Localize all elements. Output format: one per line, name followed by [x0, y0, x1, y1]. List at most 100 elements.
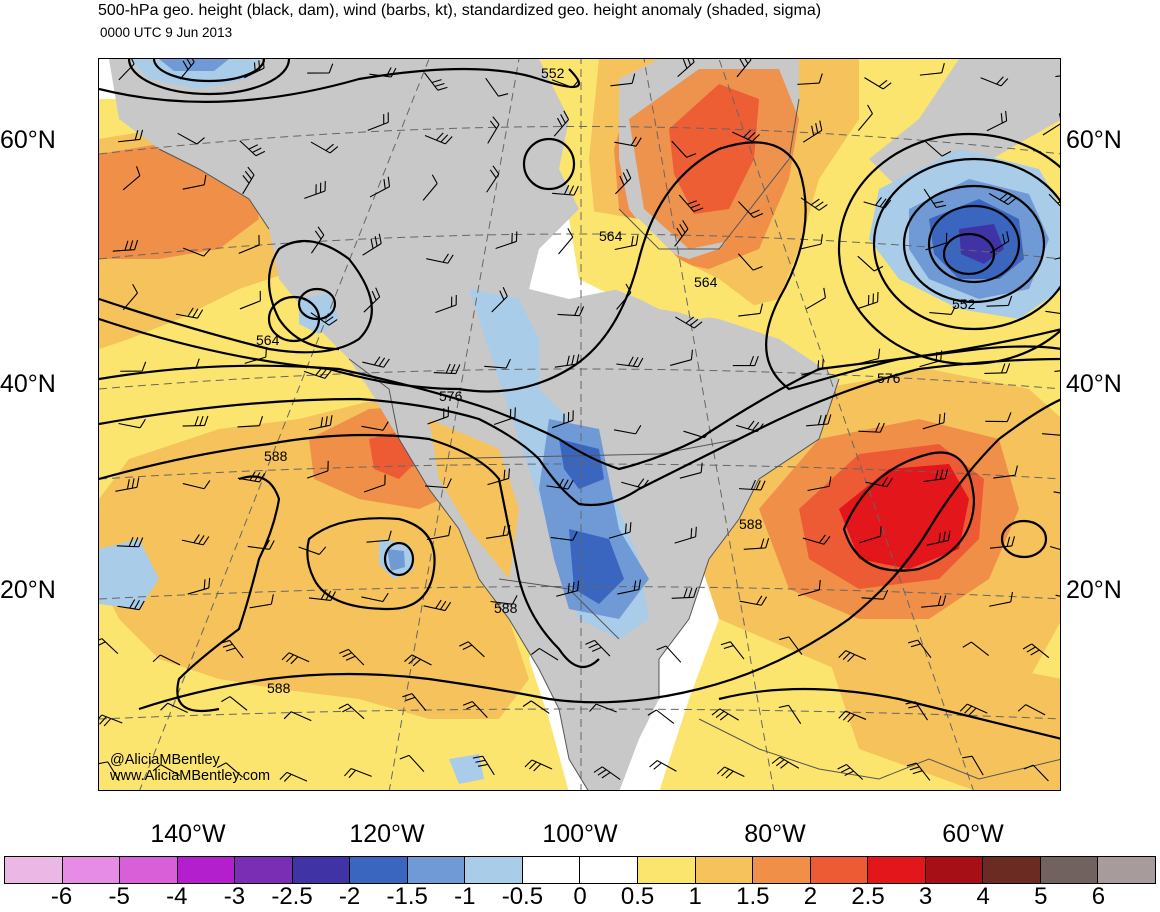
wind-barb [424, 72, 448, 91]
land-greenland-east [869, 59, 1060, 199]
colorbar-label: 5 [1034, 883, 1048, 910]
contour-line [152, 59, 266, 83]
wind-barb [491, 287, 508, 313]
wind-barb [244, 347, 268, 364]
colorbar-label: 6 [1091, 883, 1106, 910]
wind-barb [182, 415, 209, 427]
wind-barb [919, 63, 945, 76]
graticule-line [99, 368, 1060, 390]
wind-barb [907, 639, 932, 658]
colorbar-swatch [235, 857, 293, 883]
wind-barb [524, 759, 553, 772]
wind-barb [1042, 113, 1060, 136]
wind-barb [187, 577, 211, 595]
wind-barb [173, 358, 200, 370]
wind-barb [614, 136, 642, 147]
contour-line [99, 345, 1060, 471]
border-us-canada [428, 438, 740, 460]
wind-barb [1054, 257, 1060, 260]
contour-label: 564 [694, 274, 718, 290]
wind-barb [1042, 433, 1060, 436]
contour-line [297, 287, 337, 321]
colorbar-swatch [1040, 857, 1099, 883]
wind-barb [716, 766, 745, 779]
wind-barb [838, 710, 867, 723]
contour-label: 576 [877, 370, 901, 386]
credit-website[interactable]: www.AliciaMBentley.com [110, 768, 271, 784]
anomaly-region-positive [669, 84, 759, 214]
wind-barb [115, 477, 140, 492]
wind-barb [183, 247, 211, 257]
lon-label-100w: 100°W [542, 820, 618, 848]
graticule-line [99, 126, 1060, 155]
wind-barb [679, 462, 703, 479]
lon-label-140w: 140°W [150, 820, 226, 848]
wind-barb [557, 306, 585, 317]
contour-label: 588 [739, 516, 763, 532]
wind-barb [423, 599, 452, 612]
colorbar-swatch [753, 857, 811, 883]
wind-barb [859, 526, 882, 544]
wind-barb [485, 77, 509, 97]
lat-label-20n-right: 20°N [1066, 576, 1122, 604]
contour-line [99, 141, 1060, 393]
wind-barb [99, 638, 119, 655]
wind-barb [857, 255, 884, 272]
wind-barb [179, 59, 195, 80]
colorbar-swatch [580, 857, 639, 883]
wind-barb [921, 595, 947, 608]
colorbar-label: 3 [918, 883, 933, 910]
wind-barb [308, 590, 336, 601]
wind-barb [613, 425, 642, 435]
colorbar-label: -5 [108, 883, 130, 910]
lon-label-120w: 120°W [349, 820, 425, 848]
wind-barb [310, 312, 338, 326]
coastline [658, 378, 840, 699]
contour-label: 552 [541, 65, 565, 81]
contour-line [902, 184, 1046, 304]
wind-barb [919, 350, 943, 368]
wind-barb [367, 112, 389, 131]
wind-barb [617, 579, 641, 595]
colorbar-label: 2.5 [851, 883, 885, 910]
contour-line [872, 157, 1060, 331]
wind-barb [307, 63, 334, 74]
wind-barb [608, 522, 632, 539]
wind-barb [585, 639, 611, 657]
wind-barb [675, 316, 703, 329]
colorbar-swatch [925, 857, 984, 883]
colorbar-label: 0.5 [620, 883, 655, 910]
wind-barb [732, 129, 760, 142]
wind-barb [160, 702, 188, 713]
wind-barb [487, 116, 500, 144]
wind-barb [310, 141, 339, 154]
wind-barb [362, 233, 382, 256]
wind-barb [993, 465, 1018, 479]
wind-barb [986, 110, 1008, 132]
wind-barb [678, 194, 704, 213]
wind-barb [152, 764, 181, 777]
colorbar-swatch [695, 857, 754, 883]
wind-barb [989, 591, 1013, 607]
wind-barb [925, 141, 952, 157]
wind-barbs [99, 59, 1060, 782]
wind-barb [484, 358, 511, 369]
wind-barb [925, 232, 948, 251]
colorbar-label: 1.5 [736, 883, 770, 910]
wind-barb [118, 419, 146, 429]
wind-barb [424, 132, 453, 145]
wind-barb [922, 412, 946, 430]
wind-barb [99, 714, 123, 727]
wind-barb [1048, 193, 1060, 207]
contour-line [99, 67, 581, 103]
wind-barb [861, 589, 889, 600]
wind-barb [799, 234, 823, 250]
wind-barb [546, 478, 574, 490]
wind-barb [739, 479, 766, 491]
lat-label-40n-right: 40°N [1066, 370, 1122, 398]
wind-barb [369, 67, 397, 78]
colorbar-label: 2 [803, 883, 818, 910]
wind-barb [99, 761, 120, 781]
wind-barb [1022, 643, 1050, 659]
wind-barb [670, 349, 693, 366]
